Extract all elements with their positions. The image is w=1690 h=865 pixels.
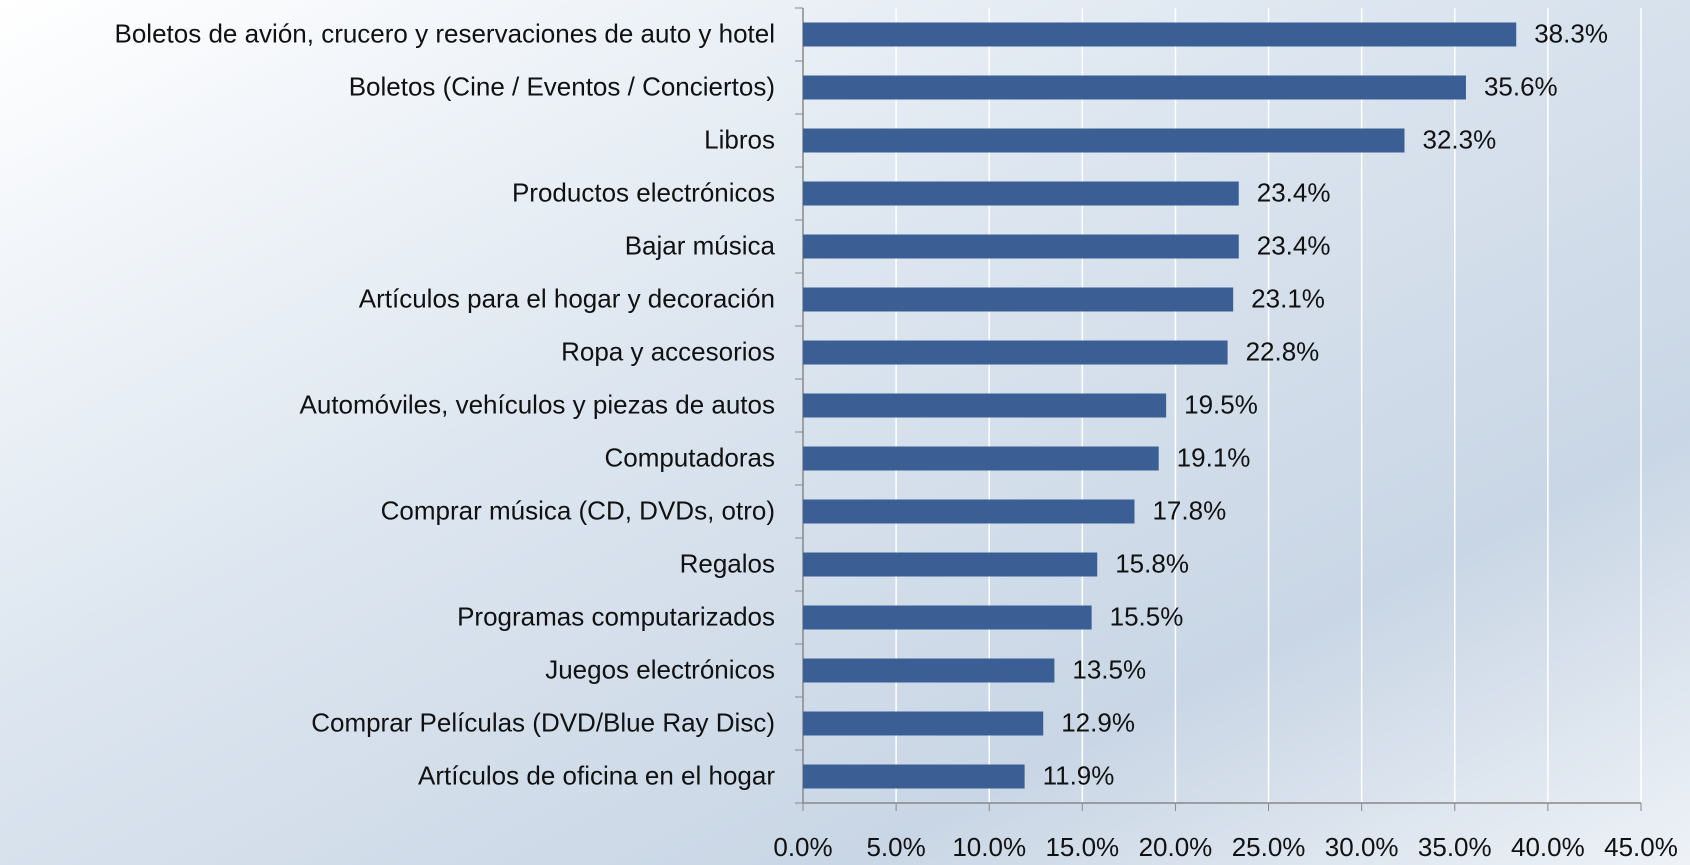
- value-label: 15.8%: [1115, 548, 1189, 578]
- value-label: 38.3%: [1534, 18, 1608, 48]
- bar: [803, 711, 1044, 736]
- bar: [803, 234, 1239, 259]
- x-tick-label: 40.0%: [1511, 832, 1585, 862]
- bar: [803, 764, 1025, 789]
- y-tick-label: Juegos electrónicos: [545, 654, 775, 684]
- bar: [803, 658, 1055, 683]
- y-tick-label: Boletos (Cine / Eventos / Conciertos): [349, 71, 775, 101]
- x-tick-label: 25.0%: [1232, 832, 1306, 862]
- value-label: 19.1%: [1177, 442, 1251, 472]
- value-label: 23.4%: [1257, 177, 1331, 207]
- x-tick-label: 20.0%: [1139, 832, 1213, 862]
- x-tick-label: 0.0%: [773, 832, 832, 862]
- bar: [803, 340, 1228, 365]
- bar: [803, 287, 1234, 312]
- bar: [803, 393, 1167, 418]
- y-tick-label: Programas computarizados: [457, 601, 775, 631]
- bar: [803, 75, 1466, 100]
- value-label: 12.9%: [1061, 707, 1135, 737]
- value-label: 23.4%: [1257, 230, 1331, 260]
- y-tick-label: Boletos de avión, crucero y reservacione…: [115, 18, 776, 48]
- y-tick-label: Bajar música: [625, 230, 776, 260]
- y-tick-label: Productos electrónicos: [512, 177, 775, 207]
- value-label: 35.6%: [1484, 71, 1558, 101]
- x-tick-label: 10.0%: [952, 832, 1026, 862]
- bar: [803, 499, 1135, 524]
- value-label: 32.3%: [1422, 124, 1496, 154]
- y-tick-label: Comprar música (CD, DVDs, otro): [381, 495, 775, 525]
- y-tick-label: Artículos de oficina en el hogar: [418, 760, 775, 790]
- y-tick-label: Artículos para el hogar y decoración: [359, 283, 775, 313]
- bar: [803, 446, 1159, 471]
- value-label: 19.5%: [1184, 389, 1258, 419]
- bar: [803, 605, 1092, 630]
- bar: [803, 181, 1239, 206]
- bar: [803, 552, 1098, 577]
- y-tick-label: Libros: [704, 124, 775, 154]
- x-tick-label: 30.0%: [1325, 832, 1399, 862]
- y-tick-label: Comprar Películas (DVD/Blue Ray Disc): [311, 707, 775, 737]
- y-tick-label: Ropa y accesorios: [561, 336, 775, 366]
- x-tick-label: 15.0%: [1045, 832, 1119, 862]
- value-label: 11.9%: [1043, 760, 1115, 790]
- value-label: 23.1%: [1251, 283, 1325, 313]
- y-tick-label: Regalos: [680, 548, 775, 578]
- y-tick-label: Computadoras: [604, 442, 775, 472]
- value-label: 22.8%: [1246, 336, 1320, 366]
- bar: [803, 128, 1405, 153]
- x-tick-label: 45.0%: [1604, 832, 1678, 862]
- x-tick-label: 35.0%: [1418, 832, 1492, 862]
- value-label: 17.8%: [1152, 495, 1226, 525]
- bar: [803, 22, 1517, 47]
- x-tick-label: 5.0%: [866, 832, 925, 862]
- value-label: 15.5%: [1110, 601, 1184, 631]
- y-tick-label: Automóviles, vehículos y piezas de autos: [300, 389, 775, 419]
- value-label: 13.5%: [1072, 654, 1146, 684]
